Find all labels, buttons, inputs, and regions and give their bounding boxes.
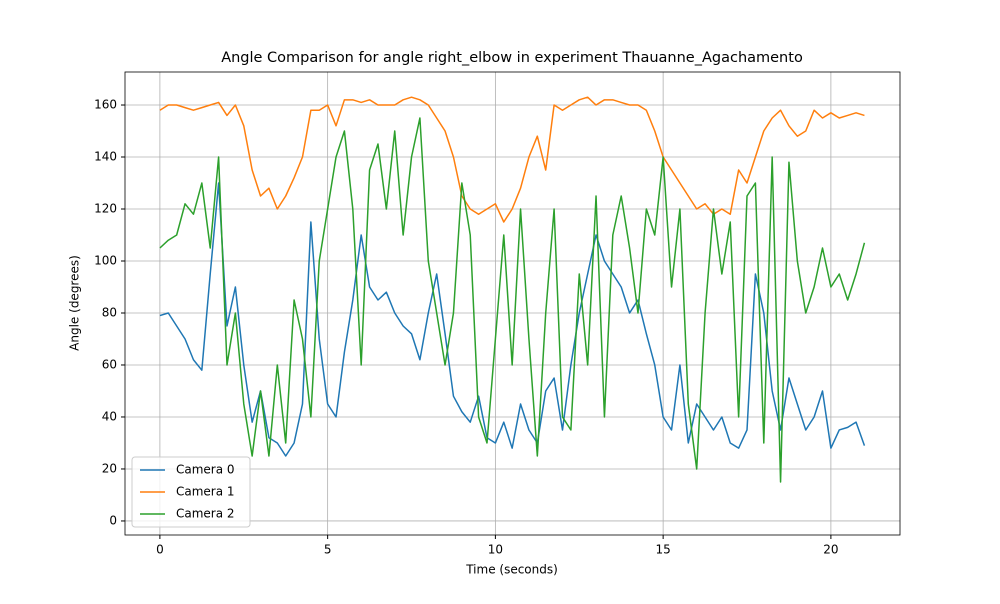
chart-title: Angle Comparison for angle right_elbow i… [221, 50, 803, 66]
series-line [159, 182, 866, 457]
x-tick-label: 5 [324, 543, 332, 557]
plot-frame [124, 71, 901, 536]
legend-label: Camera 0 [176, 463, 235, 477]
x-tick-label: 20 [823, 543, 838, 557]
x-tick-label: 15 [655, 543, 670, 557]
x-axis-label: Time (seconds) [465, 563, 558, 577]
y-axis-label: Angle (degrees) [68, 255, 82, 351]
y-tick-label: 140 [94, 150, 117, 164]
x-tick-label: 0 [156, 543, 164, 557]
legend-label: Camera 2 [176, 507, 235, 521]
series-line [159, 96, 865, 223]
legend-label: Camera 1 [176, 485, 235, 499]
x-tick-label: 10 [488, 543, 503, 557]
y-tick-label: 20 [102, 461, 117, 475]
y-tick-label: 0 [109, 513, 117, 527]
y-tick-label: 80 [102, 305, 117, 319]
y-tick-label: 120 [94, 202, 117, 216]
y-tick-label: 60 [102, 357, 117, 371]
y-tick-label: 160 [94, 98, 117, 112]
legend-box [131, 456, 251, 528]
series-line [159, 117, 866, 483]
y-tick-label: 100 [94, 253, 117, 267]
y-tick-label: 40 [102, 409, 117, 423]
